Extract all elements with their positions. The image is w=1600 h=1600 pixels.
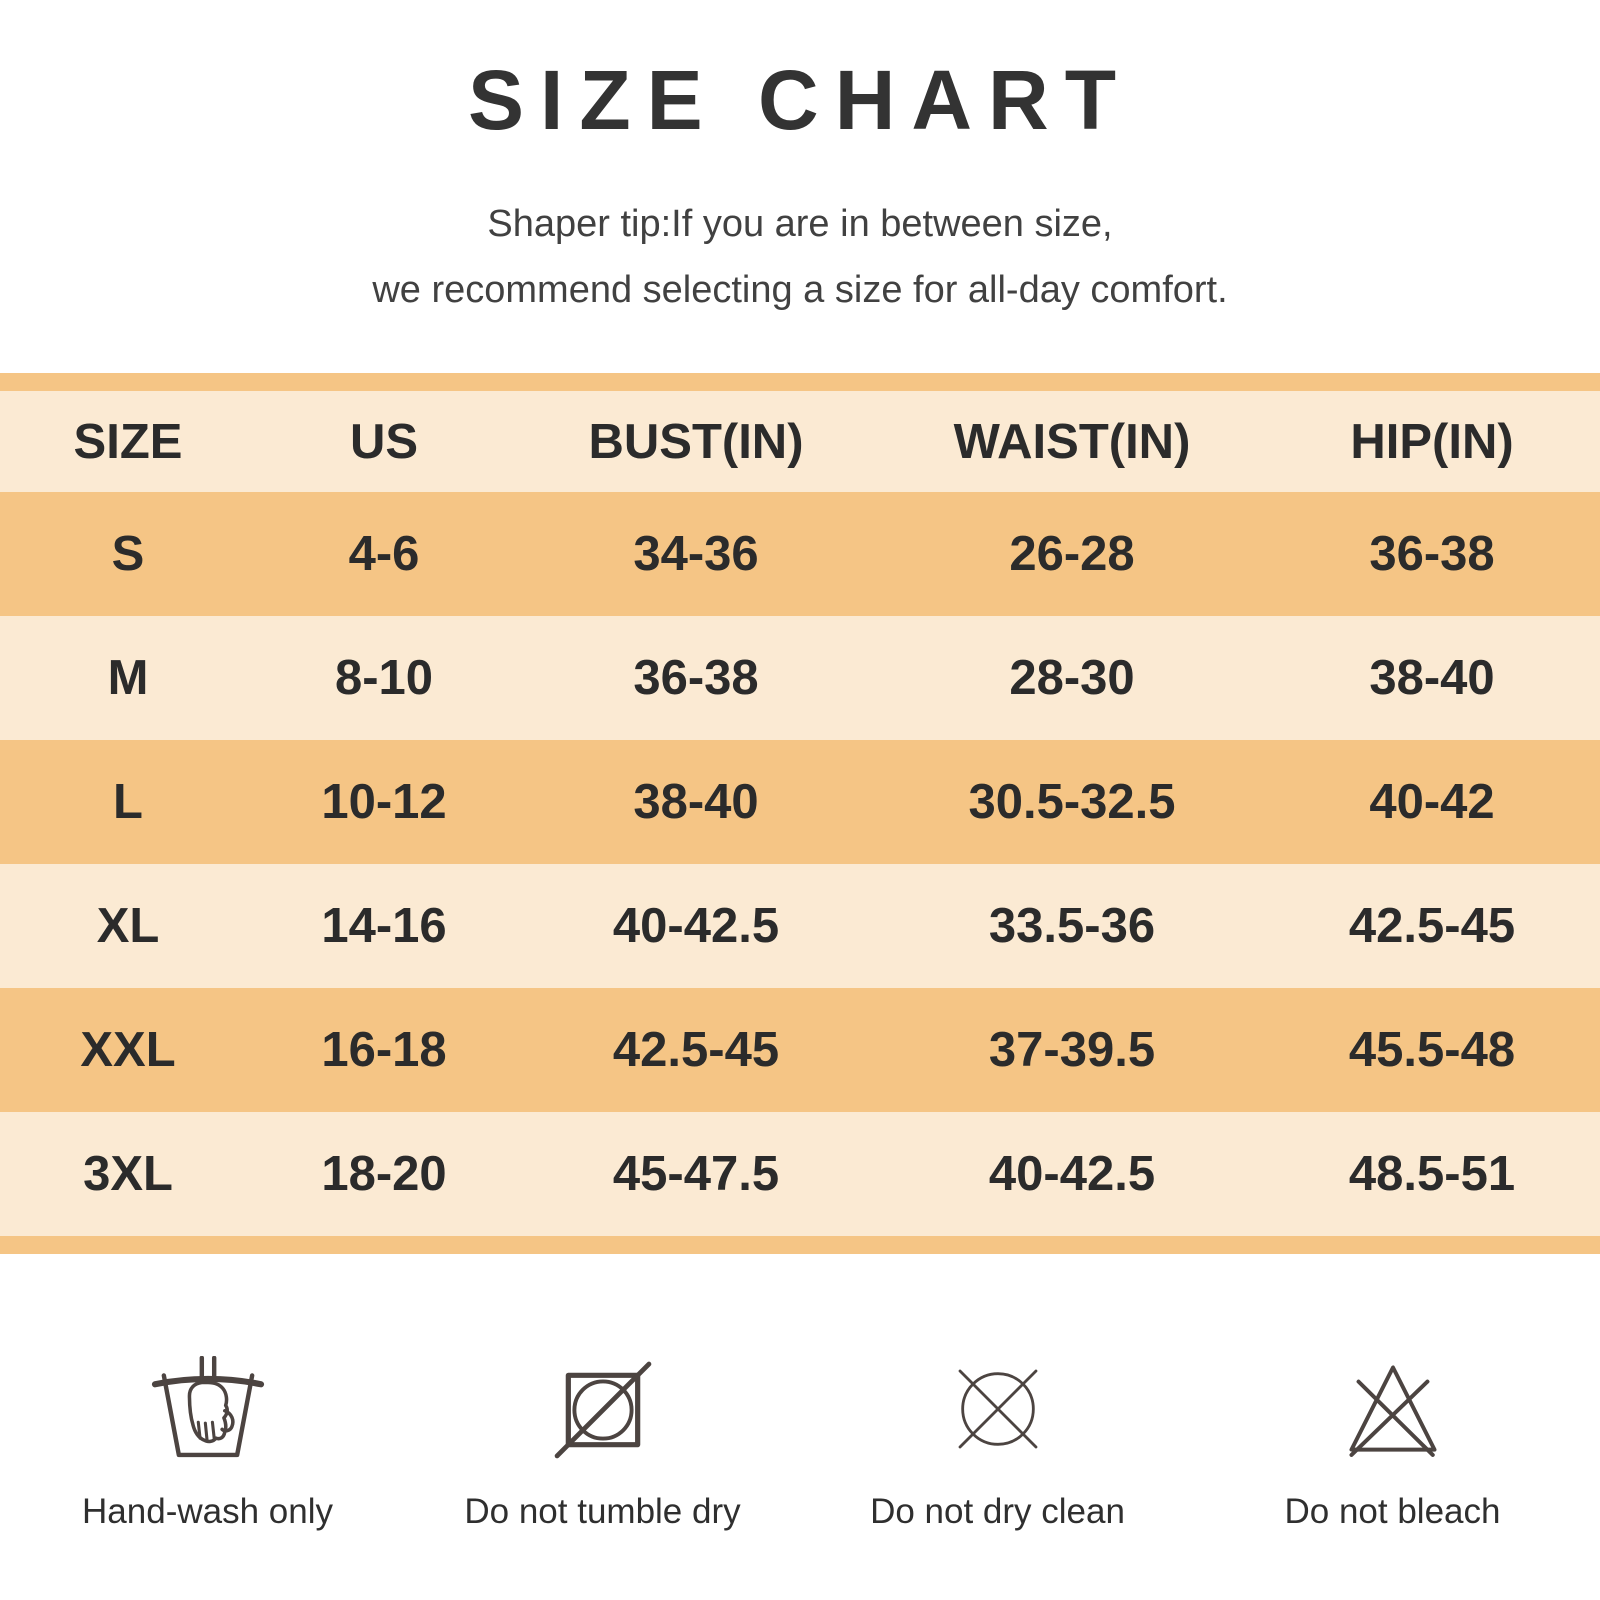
icon-box (1340, 1346, 1446, 1462)
cell-hip: 42.5-45 (1348, 899, 1516, 953)
care-item-hand-wash: Hand-wash only (10, 1346, 405, 1532)
subtitle-line-1: Shaper tip:If you are in between size, (487, 203, 1113, 245)
cell-bust: 40-42.5 (612, 899, 780, 953)
icon-box (551, 1346, 655, 1462)
cell-size: XXL (80, 1023, 176, 1077)
cell-hip: 45.5-48 (1348, 1023, 1516, 1077)
cell-bust: 42.5-45 (612, 1023, 780, 1077)
cell-hip: 40-42 (1369, 775, 1495, 829)
hand-wash-icon (151, 1356, 264, 1458)
do-not-dry-clean-icon (958, 1369, 1037, 1449)
column-header-bust: BUST(IN) (588, 414, 804, 469)
column-header-waist: WAIST(IN) (953, 414, 1191, 469)
cell-waist: 37-39.5 (988, 1023, 1156, 1077)
cell-waist: 40-42.5 (988, 1147, 1156, 1201)
table-row-l: L 10-12 38-40 30.5-32.5 40-42 (0, 740, 1600, 864)
table-row-xl: XL 14-16 40-42.5 33.5-36 42.5-45 (0, 864, 1600, 988)
cell-bust: 36-38 (633, 651, 759, 705)
cell-us: 18-20 (321, 1147, 447, 1201)
cell-us: 4-6 (348, 527, 420, 581)
cell-bust: 45-47.5 (612, 1147, 780, 1201)
cell-size: S (111, 527, 145, 581)
cell-waist: 28-30 (1009, 651, 1135, 705)
table-row-xxl: XXL 16-18 42.5-45 37-39.5 45.5-48 (0, 988, 1600, 1112)
icon-box (945, 1346, 1051, 1462)
care-label-do-not-dry-clean: Do not dry clean (870, 1492, 1125, 1531)
cell-us: 10-12 (321, 775, 447, 829)
cell-hip: 36-38 (1369, 527, 1495, 581)
do-not-tumble-dry-icon (554, 1361, 651, 1459)
column-header-size: SIZE (73, 414, 183, 469)
care-item-do-not-dry-clean: Do not dry clean (800, 1346, 1195, 1532)
table-header-row: SIZE US BUST(IN) WAIST(IN) HIP(IN) (0, 391, 1600, 492)
cell-size: 3XL (83, 1147, 173, 1201)
table-body: S 4-6 34-36 26-28 36-38 M 8-10 36-38 28-… (0, 492, 1600, 1236)
care-label-do-not-bleach: Do not bleach (1284, 1492, 1501, 1531)
table-row-s: S 4-6 34-36 26-28 36-38 (0, 492, 1600, 616)
care-item-do-not-tumble-dry: Do not tumble dry (405, 1346, 800, 1532)
cell-us: 8-10 (334, 651, 434, 705)
do-not-bleach-icon (1348, 1365, 1437, 1457)
cell-hip: 38-40 (1369, 651, 1495, 705)
cell-size: L (113, 775, 143, 829)
column-header-us: US (349, 414, 419, 469)
cell-hip: 48.5-51 (1348, 1147, 1516, 1201)
cell-us: 16-18 (321, 1023, 447, 1077)
page-header: SIZE CHART Shaper tip:If you are in betw… (0, 0, 1600, 323)
column-header-hip: HIP(IN) (1350, 414, 1514, 469)
cell-size: M (107, 651, 149, 705)
cell-waist: 26-28 (1009, 527, 1135, 581)
care-label-hand-wash: Hand-wash only (82, 1492, 333, 1531)
page-title: SIZE CHART (468, 53, 1132, 147)
table-row-m: M 8-10 36-38 28-30 38-40 (0, 616, 1600, 740)
size-chart-table: SIZE US BUST(IN) WAIST(IN) HIP(IN) S 4-6… (0, 373, 1600, 1254)
care-instructions: Hand-wash only Do not tumble dry Do not … (0, 1346, 1600, 1532)
cell-us: 14-16 (321, 899, 447, 953)
table-row-3xl: 3XL 18-20 45-47.5 40-42.5 48.5-51 (0, 1112, 1600, 1236)
icon-box (149, 1346, 267, 1462)
cell-bust: 34-36 (633, 527, 759, 581)
care-label-do-not-tumble-dry: Do not tumble dry (464, 1492, 741, 1531)
cell-size: XL (96, 899, 160, 953)
care-item-do-not-bleach: Do not bleach (1195, 1346, 1590, 1532)
cell-waist: 30.5-32.5 (968, 775, 1176, 829)
subtitle-line-2: we recommend selecting a size for all-da… (372, 269, 1228, 311)
cell-waist: 33.5-36 (988, 899, 1156, 953)
subtitle: Shaper tip:If you are in between size, w… (0, 191, 1600, 323)
cell-bust: 38-40 (633, 775, 759, 829)
